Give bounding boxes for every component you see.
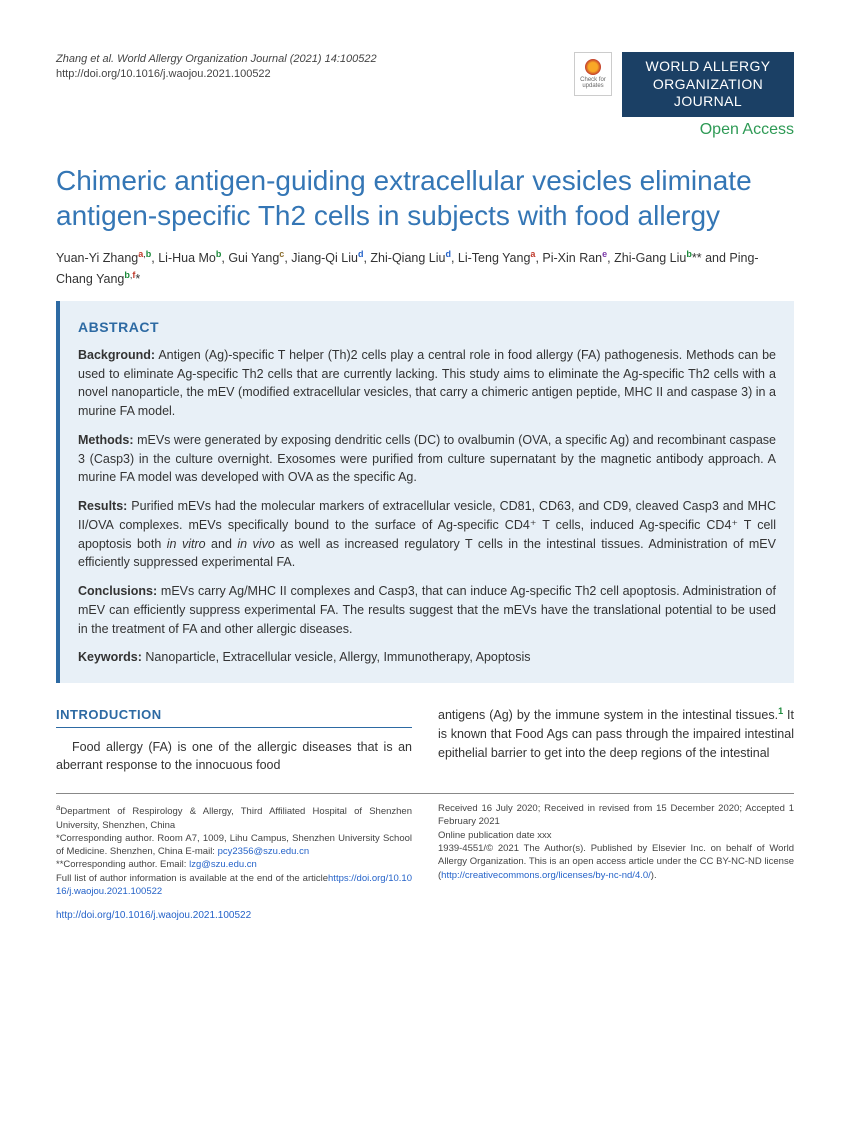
background-label: Background: bbox=[78, 348, 155, 362]
affiliation-a: aDepartment of Respirology & Allergy, Th… bbox=[56, 802, 412, 832]
keywords-text: Nanoparticle, Extracellular vesicle, All… bbox=[145, 650, 530, 664]
keywords-label: Keywords: bbox=[78, 650, 142, 664]
open-access-label: Open Access bbox=[622, 121, 794, 139]
doi-url[interactable]: http://doi.org/10.1016/j.waojou.2021.100… bbox=[56, 67, 377, 82]
journal-line: ORGANIZATION bbox=[630, 76, 786, 94]
author-list: Yuan-Yi Zhanga,b, Li-Hua Mob, Gui Yangc,… bbox=[56, 247, 794, 289]
corresponding-1: *Corresponding author. Room A7, 1009, Li… bbox=[56, 832, 412, 859]
journal-block: WORLD ALLERGY ORGANIZATION JOURNAL Open … bbox=[622, 52, 794, 145]
full-list-line: Full list of author information is avail… bbox=[56, 872, 412, 899]
abstract-methods: Methods: mEVs were generated by exposing… bbox=[78, 431, 776, 487]
methods-text: mEVs were generated by exposing dendriti… bbox=[78, 433, 776, 485]
footer-right: Received 16 July 2020; Received in revis… bbox=[438, 802, 794, 898]
check-updates-label: Check for updates bbox=[577, 77, 609, 89]
corr2-label: **Corresponding author. Email: bbox=[56, 859, 189, 870]
check-updates-badge[interactable]: Check for updates bbox=[574, 52, 612, 96]
received-line: Received 16 July 2020; Received in revis… bbox=[438, 802, 794, 829]
corresponding-2: **Corresponding author. Email: lzg@szu.e… bbox=[56, 858, 412, 871]
header-right: Check for updates WORLD ALLERGY ORGANIZA… bbox=[574, 52, 794, 145]
online-date-line: Online publication date xxx bbox=[438, 829, 794, 842]
footer-columns: aDepartment of Respirology & Allergy, Th… bbox=[56, 802, 794, 898]
abstract-conclusions: Conclusions: mEVs carry Ag/MHC II comple… bbox=[78, 582, 776, 638]
intro-col-right: antigens (Ag) by the immune system in th… bbox=[438, 705, 794, 775]
abstract-background: Background: Antigen (Ag)-specific T help… bbox=[78, 346, 776, 421]
footer-left: aDepartment of Respirology & Allergy, Th… bbox=[56, 802, 412, 898]
methods-label: Methods: bbox=[78, 433, 134, 447]
citation-line: Zhang et al. World Allergy Organization … bbox=[56, 52, 377, 67]
background-text: Antigen (Ag)-specific T helper (Th)2 cel… bbox=[78, 348, 776, 418]
copyright-line: 1939-4551/© 2021 The Author(s). Publishe… bbox=[438, 842, 794, 882]
introduction-heading: INTRODUCTION bbox=[56, 705, 412, 728]
journal-title-box: WORLD ALLERGY ORGANIZATION JOURNAL bbox=[622, 52, 794, 117]
corr2-email-link[interactable]: lzg@szu.edu.cn bbox=[189, 859, 257, 870]
intro-text-left: Food allergy (FA) is one of the allergic… bbox=[56, 738, 412, 776]
bottom-doi-link[interactable]: http://doi.org/10.1016/j.waojou.2021.100… bbox=[56, 910, 251, 921]
article-title: Chimeric antigen-guiding extracellular v… bbox=[56, 163, 794, 233]
bottom-doi-row: http://doi.org/10.1016/j.waojou.2021.100… bbox=[56, 910, 794, 921]
conclusions-text: mEVs carry Ag/MHC II complexes and Casp3… bbox=[78, 584, 776, 636]
abstract-keywords: Keywords: Nanoparticle, Extracellular ve… bbox=[78, 648, 776, 667]
paper-page: Zhang et al. World Allergy Organization … bbox=[0, 0, 850, 1141]
footer-divider bbox=[56, 793, 794, 794]
abstract-results: Results: Purified mEVs had the molecular… bbox=[78, 497, 776, 572]
header-row: Zhang et al. World Allergy Organization … bbox=[56, 52, 794, 145]
journal-line: WORLD ALLERGY bbox=[630, 58, 786, 76]
intro-col-left: INTRODUCTION Food allergy (FA) is one of… bbox=[56, 705, 412, 775]
crossmark-icon bbox=[585, 59, 601, 75]
full-list-text: Full list of author information is avail… bbox=[56, 873, 328, 884]
license-link[interactable]: http://creativecommons.org/licenses/by-n… bbox=[441, 870, 651, 881]
abstract-heading: ABSTRACT bbox=[78, 317, 776, 338]
introduction-columns: INTRODUCTION Food allergy (FA) is one of… bbox=[56, 705, 794, 775]
abstract-box: ABSTRACT Background: Antigen (Ag)-specif… bbox=[56, 301, 794, 683]
journal-line: JOURNAL bbox=[630, 93, 786, 111]
copyright-close: ). bbox=[651, 870, 657, 881]
aff-a-text: Department of Respirology & Allergy, Thi… bbox=[56, 806, 412, 830]
conclusions-label: Conclusions: bbox=[78, 584, 157, 598]
corr1-email-link[interactable]: pcy2356@szu.edu.cn bbox=[218, 846, 310, 857]
citation-block: Zhang et al. World Allergy Organization … bbox=[56, 52, 377, 83]
